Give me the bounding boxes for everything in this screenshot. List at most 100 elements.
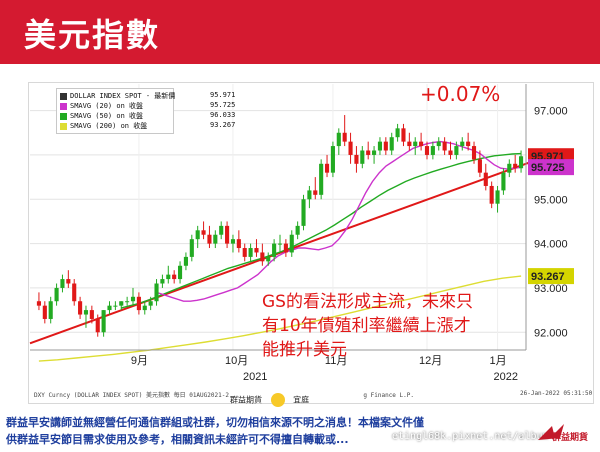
candle-body [254,248,259,253]
legend-value: 95.725 [210,101,236,109]
presenter-logo: 群益期貨 宜庭 [230,393,309,407]
x-month-label: 12月 [419,355,442,367]
candle-body [101,310,106,333]
candle-body [248,248,253,257]
candle-body [225,225,230,244]
candle-body [319,163,324,195]
chart-legend [56,88,174,134]
y-tick-label: 95.000 [534,194,568,206]
sma50-line [121,152,522,309]
candle-body [289,234,294,253]
candle-body [519,156,524,169]
candle-body [430,146,435,155]
legend-label: SMAVG (20) on 收盤 [70,102,144,110]
disclaimer-line-1: 群益早安講師並無經營任何通信群組或社群，切勿相信來源不明之消息！本檔案文件僅 [6,416,424,429]
candle-body [172,274,177,280]
candle-body [336,132,341,147]
candle-body [383,141,388,151]
support-trendline [29,160,533,345]
candle-body [89,310,94,319]
candle-body [36,301,41,306]
x-month-label: 1月 [490,355,507,367]
candle-body [330,146,335,173]
candle-body [72,283,77,302]
legend-label: SMAVG (200) on 收盤 [70,122,148,130]
candle-body [389,137,394,151]
candle-body [42,305,47,319]
candle-body [489,185,494,204]
price-tag [528,268,574,285]
candle-body [242,248,247,257]
candle-body [160,279,165,284]
candle-body [366,150,371,155]
x-year-label: 2021 [243,371,267,383]
candle-body [401,128,406,142]
candle-body [272,243,277,257]
header-bar: 美元指數 [0,0,600,64]
annotation-line-1: GS的看法形成主流，未來只 [262,292,473,312]
legend-value: 96.033 [210,111,236,119]
brand-name: 群益期貨 [552,433,589,443]
candle-body [395,128,400,138]
candle-body [277,243,283,245]
chart-source-tail: g Finance L.P. [363,392,414,399]
legend-label: SMAVG (50) on 收盤 [70,112,144,120]
candle-body [307,190,312,200]
candle-body [136,296,141,311]
legend-item: DOLLAR INDEX SPOT - 最新價 95.971 [60,91,235,101]
watermark: etingl68k.pixnet.net/album [392,431,549,442]
candle-body [113,305,118,307]
x-month-label: 11月 [325,355,347,367]
disclaimer-line-2: 供群益早安節目需求使用及參考，相關資訊未經許可不得擅自轉載或... [6,433,349,446]
candle-body [442,141,447,151]
y-tick-label: 92.000 [534,327,568,339]
legend-item: SMAVG (50) on 收盤 96.033 [60,111,235,121]
price-tag [528,159,574,176]
candle-body [201,230,206,235]
candle-body [107,305,112,311]
chart-source: DXY Curncy (DOLLAR INDEX SPOT) 美元指數 每日 0… [34,390,414,399]
candle-body [313,190,318,195]
candle-body [66,279,71,284]
candle-body [130,296,136,302]
candle-body [424,146,430,155]
y-tick-label: 97.000 [534,106,568,118]
candle-body [360,150,365,164]
price-tag-label: 95.725 [531,162,565,174]
candle-body [125,301,130,303]
candle-body [483,172,488,186]
candle-body [513,163,518,169]
candle-body [454,146,459,155]
legend-swatch [60,92,67,100]
candle-body [207,234,212,244]
candle-body [295,225,300,235]
candle-body [195,230,200,240]
chart-source-text: DXY Curncy (DOLLAR INDEX SPOT) 美元指數 每日 0… [34,392,240,399]
x-month-label: 9月 [131,355,148,367]
candle-body [48,301,53,319]
x-year-label: 2022 [494,371,518,383]
legend-swatch [60,122,67,130]
candle-body [413,141,418,147]
candle-body [301,199,306,226]
brand-logo-icon [538,424,564,440]
candle-body [407,141,412,147]
candle-body [266,256,271,262]
legend-swatch [60,112,67,120]
candle-body [154,283,159,302]
candle-body [119,301,124,306]
disclaimer: 群益早安講師並無經營任何通信群組或社群，切勿相信來源不明之消息！本檔案文件僅 供… [6,414,526,448]
candle-body [448,150,453,155]
candle-body [148,301,153,306]
candle-body [95,318,100,333]
page-title: 美元指數 [24,16,161,54]
candle-body [236,239,241,249]
sun-icon [270,393,285,407]
chart-timestamp: 26-Jan-2022 05:31:50 [520,390,593,397]
candle-body [283,243,288,253]
logo-text: 群益期貨 [230,395,262,405]
candle-body [213,234,218,244]
price-tag-label: 93.267 [531,271,565,283]
candle-body [372,150,377,155]
